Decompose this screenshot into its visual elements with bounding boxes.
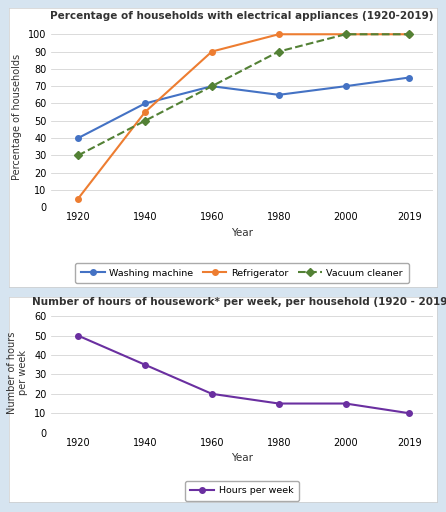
Vacuum cleaner [406, 31, 412, 37]
Refrigerator [142, 109, 148, 115]
Hours per week [75, 332, 81, 338]
Washing machine [406, 74, 412, 80]
Washing machine [142, 100, 148, 106]
Hours per week [343, 400, 348, 407]
Legend: Hours per week: Hours per week [185, 481, 299, 501]
Washing machine [209, 83, 215, 89]
Y-axis label: Number of hours
per week: Number of hours per week [7, 331, 29, 414]
Vacuum cleaner [75, 153, 81, 159]
Refrigerator [75, 196, 81, 202]
Legend: Washing machine, Refrigerator, Vacuum cleaner: Washing machine, Refrigerator, Vacuum cl… [75, 263, 409, 283]
Refrigerator [406, 31, 412, 37]
Title: Percentage of households with electrical appliances (1920-2019): Percentage of households with electrical… [50, 11, 434, 20]
Y-axis label: Percentage of households: Percentage of households [12, 53, 22, 180]
Washing machine [343, 83, 348, 89]
Hours per week [142, 361, 148, 368]
Vacuum cleaner [209, 83, 215, 89]
Line: Washing machine: Washing machine [75, 75, 412, 141]
Vacuum cleaner [142, 118, 148, 124]
Title: Number of hours of housework* per week, per household (1920 - 2019): Number of hours of housework* per week, … [32, 297, 446, 307]
Hours per week [406, 410, 412, 416]
Vacuum cleaner [276, 49, 281, 55]
Hours per week [209, 391, 215, 397]
Refrigerator [343, 31, 348, 37]
Line: Hours per week: Hours per week [75, 333, 412, 416]
Refrigerator [276, 31, 281, 37]
X-axis label: Year: Year [231, 453, 253, 463]
Washing machine [75, 135, 81, 141]
Hours per week [276, 400, 281, 407]
Washing machine [276, 92, 281, 98]
Line: Vacuum cleaner: Vacuum cleaner [75, 31, 412, 158]
Refrigerator [209, 49, 215, 55]
Line: Refrigerator: Refrigerator [75, 31, 412, 202]
X-axis label: Year: Year [231, 228, 253, 238]
Vacuum cleaner [343, 31, 348, 37]
